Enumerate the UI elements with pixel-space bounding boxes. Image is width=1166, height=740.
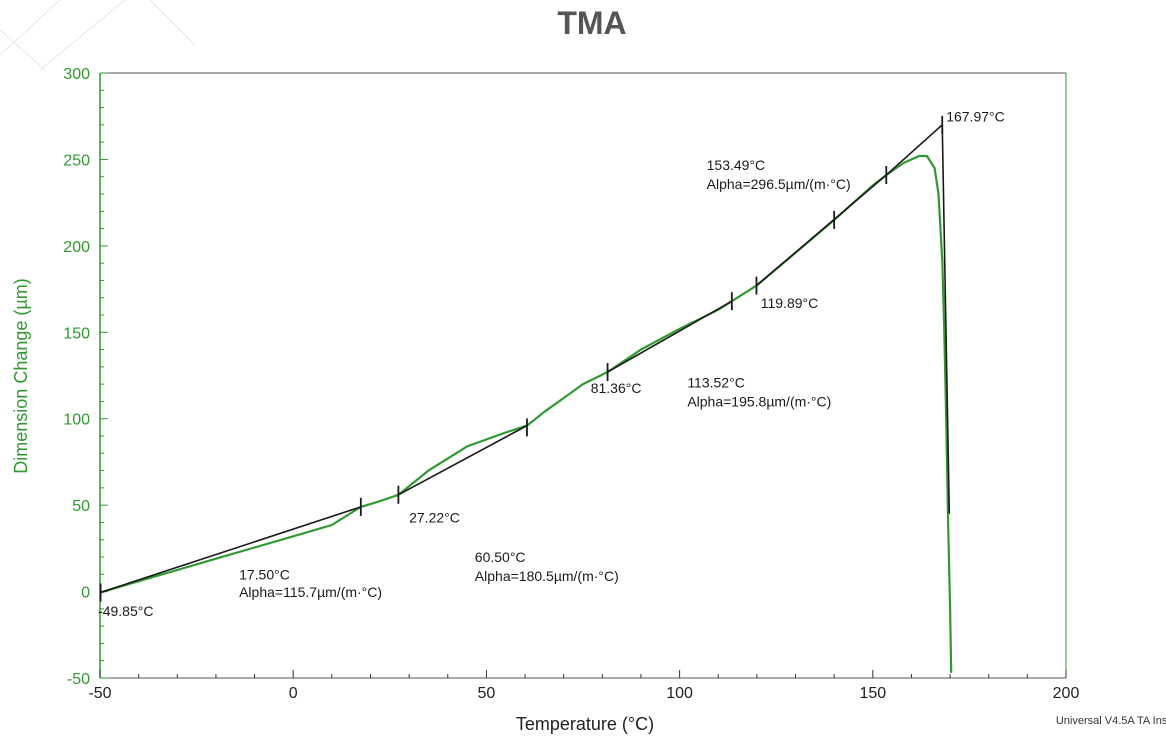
annotation-label: 60.50°C (475, 549, 526, 565)
chart-title: TMA (557, 5, 626, 41)
annotation-label: 167.97°C (946, 108, 1005, 124)
x-tick-label: 0 (289, 685, 298, 702)
y-axis-label: Dimension Change (µm) (11, 278, 31, 473)
fit-line-segment (607, 300, 733, 373)
annotation-label: 27.22°C (409, 509, 460, 525)
fit-line-segment (941, 124, 951, 514)
x-tick-label: 100 (666, 685, 693, 702)
axis-ticks (99, 72, 1067, 679)
x-tick-label: 50 (478, 685, 496, 702)
y-tick-label: -50 (67, 671, 90, 688)
y-tick-label: 100 (63, 412, 90, 429)
dimension-change-curve (100, 154, 953, 673)
y-tick-label: 250 (63, 152, 90, 169)
background-decoration (0, 0, 196, 71)
y-tick-label: 150 (63, 325, 90, 342)
annotation-label: 119.89°C (761, 295, 819, 311)
annotation-label: -49.85°C (98, 603, 153, 619)
plot-frame (99, 72, 1067, 679)
fit-line-segment (397, 424, 528, 496)
annotation-label: 17.50°C (239, 566, 290, 582)
fit-line-segment (100, 506, 362, 594)
x-tick-label: 200 (1053, 685, 1080, 702)
y-tick-label: 50 (72, 498, 90, 515)
annotation-label: Alpha=195.8µm/(m·°C) (687, 394, 831, 410)
x-tick-labels: -50 0 50 100 150 200 (88, 685, 1079, 702)
x-tick-label: 150 (859, 685, 886, 702)
annotation-label: 81.36°C (591, 380, 642, 396)
fit-line-segment (885, 124, 943, 176)
annotation-label: Alpha=296.5µm/(m·°C) (707, 176, 851, 192)
annotations: -49.85°C 27.22°C 81.36°C 119.89°C 167.97°C 17… (98, 108, 1005, 618)
y-tick-labels: -50 0 50 100 150 200 250 300 (63, 66, 90, 688)
annotation-label: 113.52°C (687, 375, 745, 391)
annotation-label: 153.49°C (707, 157, 766, 173)
y-tick-label: 0 (81, 585, 90, 602)
x-tick-label: -50 (88, 685, 111, 702)
y-tick-label: 200 (63, 239, 90, 256)
footer-text: Universal V4.5A TA Instruments (1056, 715, 1166, 727)
annotation-label: Alpha=180.5µm/(m·°C) (475, 568, 619, 584)
fit-line-segment (755, 174, 887, 287)
y-tick-label: 300 (63, 66, 90, 83)
curves (100, 124, 953, 673)
markers (99, 115, 944, 602)
annotation-label: Alpha=115.7µm/(m·°C) (239, 584, 382, 600)
x-axis-label: Temperature (°C) (516, 714, 654, 734)
